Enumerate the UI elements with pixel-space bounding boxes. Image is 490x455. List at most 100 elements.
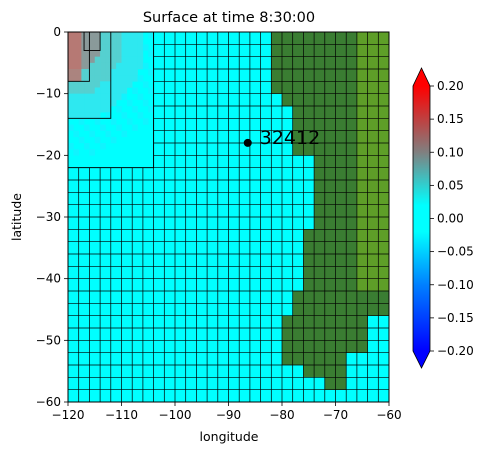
land-cell: [335, 352, 347, 366]
surface-cell: [121, 81, 128, 88]
surface-cell: [94, 112, 101, 119]
land-cell: [367, 241, 379, 255]
surface-cell: [78, 118, 85, 125]
surface-cell: [148, 69, 154, 76]
surface-cell: [110, 44, 117, 51]
surface-cell: [94, 69, 101, 76]
surface-cell: [116, 32, 122, 39]
surface-cell: [78, 38, 85, 45]
land-cell: [346, 340, 358, 353]
surface-cell: [78, 136, 85, 144]
colorbar-tick-label: −0.20: [437, 344, 474, 358]
x-tick-label: −80: [269, 408, 294, 422]
land-cell: [303, 266, 315, 279]
land-cell: [314, 204, 326, 218]
land-cell: [314, 130, 326, 144]
surface-cell: [105, 56, 112, 64]
land-cell: [356, 328, 368, 341]
x-tick-label: −120: [52, 408, 85, 422]
land-cell: [378, 155, 389, 168]
land-cell: [346, 81, 358, 94]
surface-cell: [121, 62, 128, 70]
land-cell: [356, 241, 368, 255]
land-cell: [324, 229, 336, 242]
surface-cell: [100, 50, 106, 57]
land-cell: [324, 340, 336, 353]
land-cell: [356, 217, 368, 230]
surface-cell: [142, 81, 149, 88]
surface-cell: [68, 112, 74, 119]
colorbar-tick-label: 0.20: [437, 79, 464, 93]
land-cell: [324, 365, 336, 378]
land-cell: [346, 155, 358, 168]
land-cell: [378, 217, 389, 230]
land-cell: [346, 44, 358, 57]
y-tick-label: −20: [36, 148, 61, 162]
x-axis: −120 −110 −100 −90 −80 −70 −60: [52, 402, 402, 422]
land-cell: [282, 328, 293, 341]
land-cell: [314, 365, 326, 378]
land-cell: [303, 118, 315, 131]
surface-cell: [84, 81, 90, 88]
surface-cell: [121, 69, 128, 76]
land-cell: [367, 93, 379, 107]
surface-cell: [100, 75, 106, 82]
land-cell: [356, 143, 368, 156]
surface-cell: [110, 62, 117, 70]
surface-cell: [126, 62, 133, 70]
land-cell: [303, 32, 315, 45]
surface-cell: [126, 99, 133, 107]
land-cell: [335, 217, 347, 230]
surface-cell: [84, 87, 90, 94]
land-cell: [346, 167, 358, 181]
land-cell: [335, 278, 347, 292]
surface-cell: [132, 75, 138, 82]
colorbar-tick-label: −0.10: [437, 278, 474, 292]
land-cell: [324, 106, 336, 119]
surface-cell: [78, 87, 85, 94]
land-cell: [292, 328, 304, 341]
land-cell: [378, 180, 389, 193]
surface-cell: [105, 130, 112, 138]
surface-cell: [105, 75, 112, 82]
surface-cell: [89, 99, 96, 107]
surface-cell: [94, 118, 101, 125]
surface-cell: [121, 75, 128, 82]
land-cell: [282, 56, 293, 70]
surface-cell: [121, 112, 128, 119]
surface-cell: [121, 44, 128, 51]
surface-cell: [132, 44, 138, 51]
colorbar-tick-label: −0.05: [437, 245, 474, 259]
land-cell: [378, 291, 389, 304]
land-cell: [378, 204, 389, 218]
surface-cell: [84, 69, 90, 76]
land-cell: [324, 118, 336, 131]
land-cell: [314, 143, 326, 156]
land-cell: [346, 130, 358, 144]
land-cell: [378, 118, 389, 131]
surface-cell: [89, 56, 96, 64]
surface-cell: [126, 81, 133, 88]
land-cell: [314, 118, 326, 131]
land-cell: [292, 106, 304, 119]
land-cell: [346, 217, 358, 230]
surface-cell: [116, 44, 122, 51]
land-cell: [378, 81, 389, 94]
surface-cell: [121, 130, 128, 138]
colorbar-extend-min: [413, 351, 430, 368]
surface-peak: [68, 32, 82, 82]
land-cell: [303, 291, 315, 304]
surface-cell: [68, 106, 74, 113]
patch-border: [68, 32, 155, 169]
land-cell: [356, 303, 368, 316]
land-cell: [378, 93, 389, 107]
land-cell: [356, 44, 368, 57]
surface-cell: [116, 38, 122, 45]
land-cell: [271, 81, 283, 94]
grid-lines: [68, 32, 389, 402]
land-cell: [303, 241, 315, 255]
surface-cell: [126, 75, 133, 82]
surface-cell: [94, 38, 101, 45]
land-cell: [303, 303, 315, 316]
y-tick-label: −60: [36, 395, 61, 409]
